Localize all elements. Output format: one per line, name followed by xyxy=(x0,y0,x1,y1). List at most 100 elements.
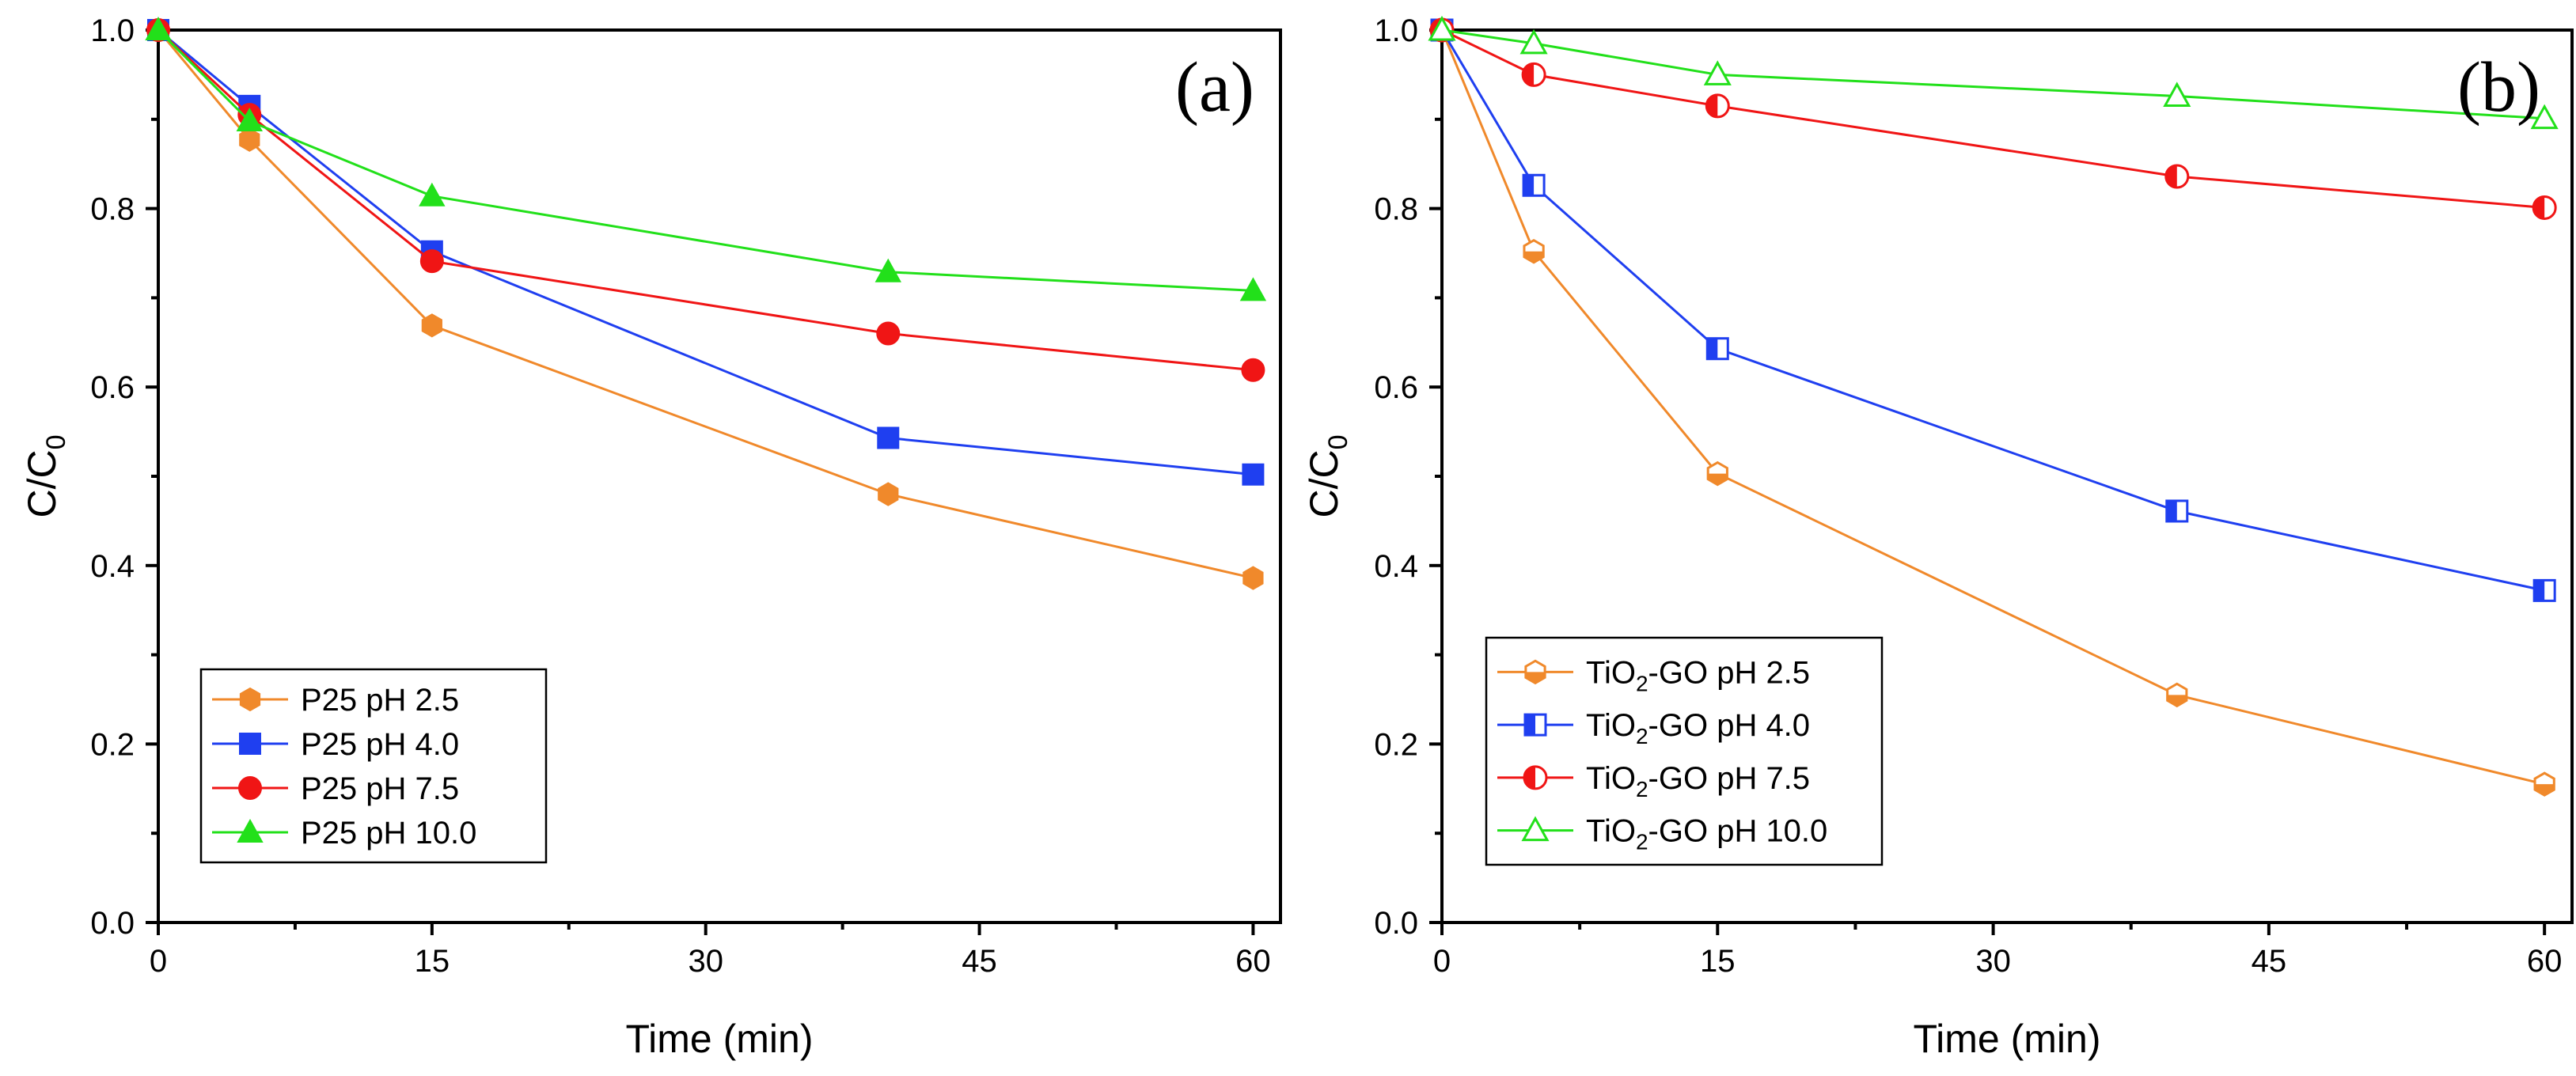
x-axis-title: Time (min) xyxy=(1913,1017,2100,1061)
marker-outline xyxy=(2532,578,2556,602)
marker-outline xyxy=(1519,28,1548,55)
data-point-marker xyxy=(2532,578,2556,602)
data-point-marker xyxy=(2532,195,2557,220)
data-point-marker xyxy=(1705,337,1729,361)
data-point-marker xyxy=(1428,15,1456,41)
x-tick-label: 45 xyxy=(2252,944,2287,979)
marker-outline xyxy=(1522,173,1546,197)
marker-half-fill xyxy=(1707,338,1718,359)
marker-outline xyxy=(1521,62,1546,87)
data-point-marker xyxy=(878,482,899,506)
legend-entry: TiO2-GO pH 4.0 xyxy=(1497,708,1810,748)
y-tick-label: 0.4 xyxy=(90,549,135,584)
y-tick-label: 1.0 xyxy=(90,13,135,48)
legend-label: TiO2-GO pH 2.5 xyxy=(1586,655,1810,695)
marker-shape xyxy=(876,321,901,346)
marker-shape xyxy=(239,733,261,755)
series-2 xyxy=(1429,17,2557,220)
data-point-marker xyxy=(1706,460,1728,487)
marker-shape xyxy=(236,107,263,132)
y-axis-title-subscript: 0 xyxy=(41,434,71,449)
marker-outline xyxy=(2164,164,2190,189)
data-point-marker xyxy=(1522,173,1546,197)
marker-outline xyxy=(2530,104,2559,130)
legend-label: TiO2-GO pH 7.5 xyxy=(1586,761,1810,801)
marker-shape xyxy=(239,127,260,152)
marker-background xyxy=(1522,31,1546,53)
data-point-marker xyxy=(1242,463,1265,486)
y-tick-label: 0.6 xyxy=(1374,370,1418,405)
data-point-marker xyxy=(2533,771,2555,797)
y-tick-labels: 0.0 0.2 0.4 0.6 0.8 1.0 xyxy=(90,13,135,941)
marker-shape xyxy=(145,16,172,40)
y-tick-label: 1.0 xyxy=(1374,13,1418,48)
legend-entry: P25 pH 4.0 xyxy=(212,727,459,762)
marker-shape xyxy=(1242,566,1264,590)
data-point-marker xyxy=(239,687,261,712)
legend-entry: P25 pH 7.5 xyxy=(212,771,459,806)
marker-outline xyxy=(2165,499,2189,523)
data-point-marker xyxy=(238,776,262,800)
x-tick-label: 60 xyxy=(1235,944,1271,979)
data-point-marker xyxy=(1703,60,1732,85)
marker-shape xyxy=(1241,358,1265,382)
legend-entry: TiO2-GO pH 10.0 xyxy=(1497,814,1827,854)
x-tick-label: 60 xyxy=(2527,944,2563,979)
data-point-marker xyxy=(145,16,172,40)
series-layer xyxy=(145,16,1267,590)
marker-shape xyxy=(878,482,899,506)
series-1 xyxy=(1430,18,2556,602)
x-tick-label: 0 xyxy=(1433,944,1451,979)
marker-outline xyxy=(2163,81,2191,107)
x-tick-label: 30 xyxy=(688,944,723,979)
x-axis-title: Time (min) xyxy=(625,1017,813,1061)
y-tick-label: 0.8 xyxy=(1374,192,1418,227)
panel-label: (a) xyxy=(1175,48,1254,127)
series-line xyxy=(1441,28,2545,120)
x-tick-labels: 0 15 30 45 60 xyxy=(1433,944,2563,979)
series-layer xyxy=(1428,15,2559,797)
legend-label-part: TiO xyxy=(1586,708,1636,743)
marker-half-fill xyxy=(1523,175,1535,196)
marker-shape xyxy=(237,818,264,843)
marker-outline xyxy=(1703,60,1732,85)
marker-background xyxy=(2164,84,2189,106)
series-3 xyxy=(145,16,1267,301)
data-point-marker xyxy=(1521,62,1546,87)
panel-label: (b) xyxy=(2457,48,2540,127)
x-tick-labels: 0 15 30 45 60 xyxy=(150,944,1271,979)
marker-shape xyxy=(238,776,262,800)
data-point-marker xyxy=(237,818,264,843)
y-tick-label: 0.4 xyxy=(1374,549,1418,584)
legend-label-subscript: 2 xyxy=(1636,777,1648,801)
marker-shape xyxy=(419,249,444,274)
legend-entry: P25 pH 10.0 xyxy=(212,816,476,851)
y-axis-title-main: C/C xyxy=(1302,449,1346,517)
x-tick-label: 45 xyxy=(962,944,997,979)
marker-outline xyxy=(1705,337,1729,361)
legend-label-part: TiO xyxy=(1586,761,1636,796)
marker-outline xyxy=(1523,765,1548,790)
data-point-marker xyxy=(1242,566,1264,590)
legend-label: P25 pH 4.0 xyxy=(301,727,459,762)
axis-ticks xyxy=(146,28,1255,935)
y-tick-label: 0.8 xyxy=(90,192,135,227)
data-point-marker xyxy=(419,249,444,274)
data-point-marker xyxy=(874,258,901,282)
y-tick-label: 0.6 xyxy=(90,370,135,405)
data-point-marker xyxy=(1705,93,1730,119)
marker-outline xyxy=(1706,460,1728,487)
marker-outline xyxy=(1523,239,1545,264)
legend-label: P25 pH 2.5 xyxy=(301,683,459,718)
marker-shape xyxy=(239,687,261,712)
data-point-marker xyxy=(239,127,260,152)
y-tick-label: 0.2 xyxy=(90,727,135,762)
data-point-marker xyxy=(1239,277,1267,301)
legend-label-part: -GO pH 10.0 xyxy=(1648,814,1828,849)
legend-entry: TiO2-GO pH 7.5 xyxy=(1497,761,1810,801)
data-point-marker xyxy=(236,107,263,132)
legend-label-subscript: 2 xyxy=(1636,671,1648,695)
marker-background xyxy=(1523,818,1547,840)
y-axis-title: C/C0 xyxy=(20,434,71,517)
data-point-marker xyxy=(1523,239,1545,264)
